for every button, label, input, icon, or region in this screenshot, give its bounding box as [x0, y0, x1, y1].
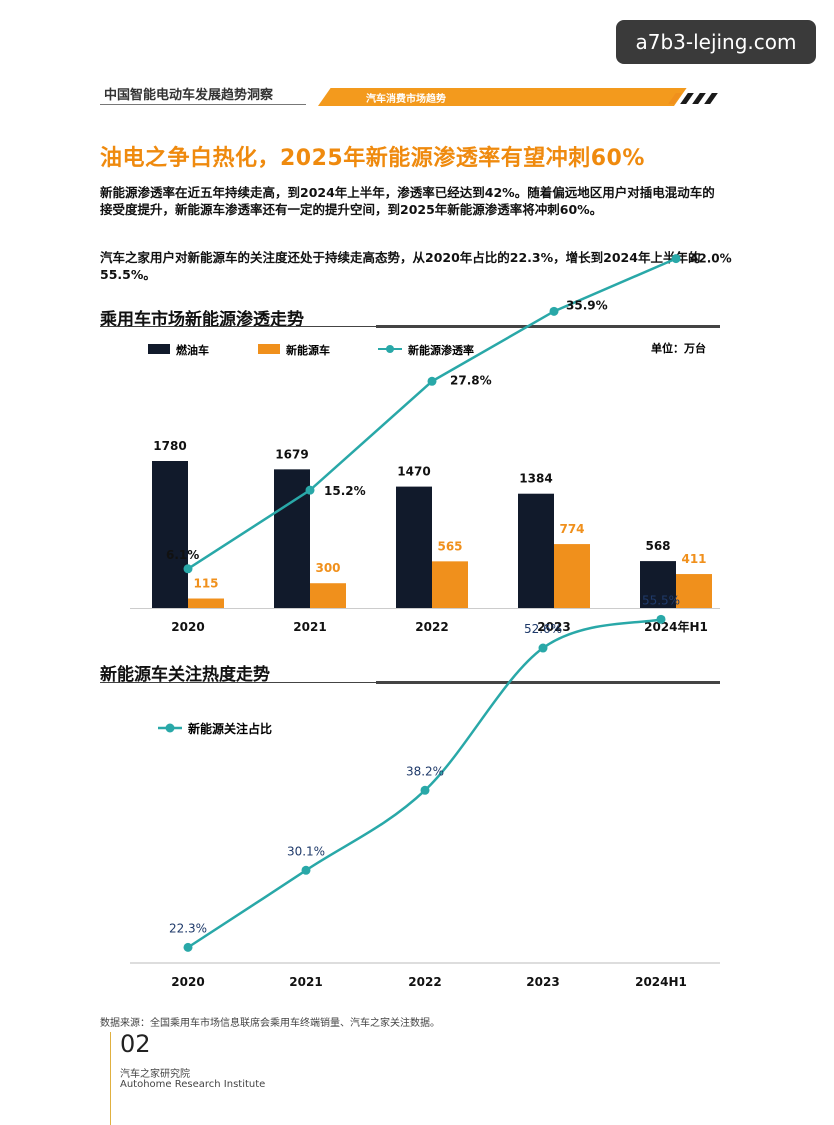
point-penetration-rate: [549, 306, 559, 316]
bar-nev: [676, 574, 712, 608]
data-label-rate: 27.8%: [450, 373, 492, 387]
legend-label-rate: 新能源渗透率: [408, 343, 474, 357]
legend-marker-attention: [165, 723, 175, 733]
data-source-note: 数据来源：全国乘用车市场信息联席会乘用车终端销量、汽车之家关注数据。: [100, 1018, 440, 1029]
bar-fuel: [274, 469, 310, 608]
chart2-title: 新能源车关注热度走势: [100, 665, 270, 685]
bar-fuel: [396, 486, 432, 608]
point-attention-share: [301, 865, 311, 875]
bar-fuel: [640, 561, 676, 608]
watermark: a7b3-lejing.com: [616, 20, 816, 64]
point-attention-share: [538, 643, 548, 653]
x-tick-label: 2022: [408, 975, 441, 989]
chart1-title: 乘用车市场新能源渗透走势: [100, 310, 304, 330]
x-tick-label: 2024H1: [635, 975, 687, 989]
data-label-attention: 38.2%: [406, 764, 444, 778]
paragraph-2: 汽车之家用户对新能源车的关注度还处于持续走高态势，从2020年占比的22.3%，…: [100, 250, 701, 282]
chart1-title-rule-accent: [376, 325, 720, 328]
data-label-nev: 411: [681, 552, 706, 566]
data-label-rate: 15.2%: [324, 484, 366, 498]
x-tick-label: 2022: [415, 620, 448, 634]
legend-label-attention: 新能源关注占比: [188, 721, 272, 736]
x-tick-label: 2021: [293, 620, 326, 634]
chart2-title-rule-accent: [376, 681, 720, 684]
point-penetration-rate: [183, 564, 193, 574]
data-label-rate: 35.9%: [566, 298, 608, 312]
data-label-fuel: 1679: [275, 447, 308, 461]
legend-label-nev: 新能源车: [286, 343, 330, 357]
legend-marker-rate: [386, 345, 394, 353]
legend-label-fuel: 燃油车: [175, 343, 209, 357]
institute-name-cn: 汽车之家研究院: [120, 1069, 190, 1080]
data-label-nev: 115: [193, 577, 218, 591]
bar-nev: [432, 561, 468, 608]
x-tick-label: 2023: [526, 975, 559, 989]
point-attention-share: [183, 942, 193, 952]
bar-fuel: [152, 461, 188, 608]
page-title: 油电之争白热化，2025年新能源渗透率有望冲刺60%: [100, 146, 645, 171]
x-tick-label: 2021: [289, 975, 322, 989]
x-tick-label: 2023: [537, 620, 570, 634]
data-label-attention: 30.1%: [287, 844, 325, 858]
data-label-fuel: 1384: [519, 472, 552, 486]
legend-swatch-nev: [258, 344, 280, 354]
x-tick-label: 2020: [171, 620, 204, 634]
data-label-nev: 565: [437, 539, 462, 553]
data-label-fuel: 1470: [397, 465, 430, 479]
point-penetration-rate: [671, 254, 681, 264]
bar-nev: [554, 544, 590, 608]
data-label-nev: 300: [315, 561, 340, 575]
point-attention-share: [420, 785, 430, 795]
data-label-rate: 42.0%: [690, 252, 732, 266]
paragraph-1: 新能源渗透率在近五年持续走高，到2024年上半年，渗透率已经达到42%。随着偏远…: [100, 185, 715, 217]
data-label-fuel: 568: [645, 539, 670, 553]
data-label-rate: 6.1%: [166, 548, 199, 562]
bar-nev: [310, 583, 346, 608]
data-label-nev: 774: [559, 522, 584, 536]
data-label-fuel: 1780: [153, 439, 186, 453]
bar-nev: [188, 598, 224, 608]
bar-fuel: [518, 493, 554, 608]
data-label-attention: 22.3%: [169, 921, 207, 935]
data-label-attention: 52.6%: [524, 622, 562, 636]
point-attention-share: [656, 614, 666, 624]
unit-label: 单位：万台: [651, 341, 706, 355]
legend-swatch-fuel: [148, 344, 170, 354]
institute-name-en: Autohome Research Institute: [120, 1079, 266, 1090]
point-penetration-rate: [427, 376, 437, 386]
header-section-label: 汽车消费市场趋势: [366, 94, 446, 105]
line-attention-share: [187, 618, 662, 949]
data-label-attention: 55.5%: [642, 593, 680, 607]
footer-rule: [110, 1032, 111, 1125]
x-tick-label: 2020: [171, 975, 204, 989]
header-rule: [100, 104, 306, 105]
point-penetration-rate: [305, 485, 315, 495]
page-number: 02: [120, 1030, 151, 1058]
report-header-title: 中国智能电动车发展趋势洞察: [104, 88, 274, 103]
